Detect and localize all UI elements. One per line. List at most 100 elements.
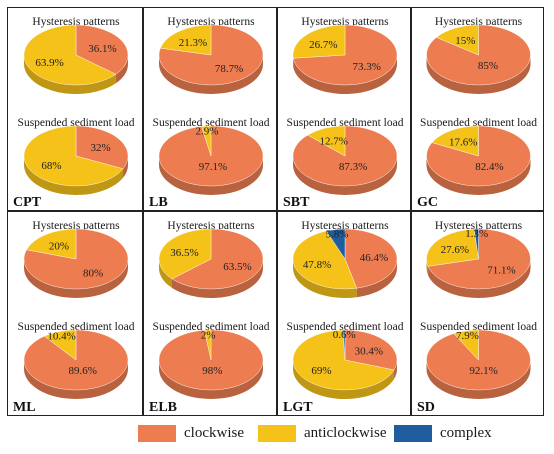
panel-svg-sd: Hysteresis patterns 71.1% 27.6% 1.3% Suspend… — [417, 220, 537, 415]
legend-swatch-clockwise — [138, 424, 176, 442]
pie-gc-bottom-label-anticlockwise: 17.6% — [449, 137, 477, 149]
pie-ml-bottom-label-clockwise: 89.6% — [68, 365, 96, 377]
pie-ml-top-label-anticlockwise: 20% — [49, 240, 69, 252]
legend-item-anticlockwise: anticlockwise — [258, 422, 386, 444]
pie-lgt-top-label-anticlockwise: 47.8% — [303, 259, 331, 271]
panel-svg-lb: Hysteresis patterns 78.7% 21.3% Suspended s… — [149, 16, 270, 210]
pie-elb-top-side-clockwise — [171, 259, 263, 298]
pie-sbt-bottom-label-clockwise: 87.3% — [339, 161, 367, 173]
pie-lb-top-label-clockwise: 78.7% — [215, 63, 243, 75]
pie-lgt-bottom-label-anticlockwise: 69% — [311, 365, 331, 377]
pie-gc-bottom-slice-anticlockwise — [431, 125, 479, 157]
pie-lgt-top-side-clockwise — [356, 259, 397, 298]
pie-lgt-top-slice-clockwise — [344, 228, 398, 289]
pie-sd-top-label-clockwise: 71.1% — [487, 264, 515, 276]
pie-sd-top-label-complex: 1.3% — [465, 228, 488, 240]
pie-gc-top-label-clockwise: 85% — [478, 60, 498, 72]
pie-lgt-top-slice-complex — [326, 228, 346, 260]
site-label: CPT — [13, 195, 42, 210]
panel-sd: Hysteresis patterns 71.1% 27.6% 1.3% Suspend… — [411, 211, 544, 416]
pie-lgt-bottom-slice-anticlockwise — [292, 329, 395, 391]
panel-svg-ml: Hysteresis patterns 80% 20% Suspended sedim… — [13, 220, 135, 415]
pie-sd-top-slice-complex — [474, 228, 479, 260]
pie-lb-top-slice-anticlockwise — [160, 24, 212, 56]
pie-sbt-bottom-slice-clockwise — [292, 125, 398, 187]
pie-cpt-bottom-slice-anticlockwise — [23, 125, 124, 187]
panel-title-bottom: Suspended sediment load — [153, 117, 270, 129]
pie-ml-top-side-clockwise — [24, 259, 128, 298]
site-label: ML — [13, 400, 36, 415]
pie-elb-top-label-clockwise: 63.5% — [223, 261, 251, 273]
panel-cpt: Hysteresis patterns 36.1% 63.9% Suspended s… — [7, 7, 143, 211]
pie-cpt-top-label-anticlockwise: 63.9% — [35, 57, 63, 69]
panel-gc: Hysteresis patterns 85% 15% Suspended sedim… — [411, 7, 544, 211]
pie-lb-top-label-anticlockwise: 21.3% — [179, 37, 207, 49]
pie-lgt-top-label-complex: 5.8% — [325, 229, 348, 241]
panel-svg-cpt: Hysteresis patterns 36.1% 63.9% Suspended s… — [13, 16, 135, 210]
pie-lb-top-slice-clockwise — [158, 24, 264, 86]
pie-sd-top-side-clockwise — [428, 259, 531, 298]
panel-title-top: Hysteresis patterns — [167, 16, 255, 28]
pie-lgt-top-side-anticlockwise — [293, 259, 357, 298]
pie-lgt-bottom-label-complex: 0.6% — [333, 329, 356, 341]
site-label: GC — [417, 195, 438, 210]
pie-lgt-bottom-label-clockwise: 30.4% — [355, 345, 383, 357]
panel-svg-elb: Hysteresis patterns 63.5% 36.5% Suspended s… — [149, 220, 270, 415]
site-label: SBT — [283, 195, 310, 210]
pie-cpt-bottom-side-anticlockwise — [24, 156, 124, 196]
panel-title-bottom: Suspended sediment load — [420, 117, 537, 129]
panel-title-bottom: Suspended sediment load — [18, 321, 135, 333]
panel-title-bottom: Suspended sediment load — [153, 321, 270, 333]
pie-sbt-bottom-label-anticlockwise: 12.7% — [319, 136, 347, 148]
legend-item-clockwise: clockwise — [138, 422, 244, 444]
pie-sd-bottom-label-anticlockwise: 7.9% — [456, 330, 479, 342]
pie-lb-bottom-label-anticlockwise: 2.9% — [195, 125, 218, 137]
pie-sd-top-slice-anticlockwise — [426, 228, 479, 267]
pie-lb-bottom-label-clockwise: 97.1% — [199, 161, 227, 173]
legend-label-anticlockwise: anticlockwise — [304, 424, 387, 441]
legend-swatch-anticlockwise — [258, 424, 296, 442]
pie-cpt-top-side-anticlockwise — [24, 55, 116, 94]
panel-elb: Hysteresis patterns 63.5% 36.5% Suspended s… — [143, 211, 277, 416]
pie-cpt-bottom-side-clockwise — [123, 156, 128, 178]
pie-cpt-bottom-label-clockwise: 32% — [91, 142, 111, 154]
pie-cpt-top-slice-anticlockwise — [23, 24, 117, 86]
pie-sd-bottom-slice-anticlockwise — [453, 329, 479, 361]
panel-svg-lgt: Hysteresis patterns 46.4% 47.8% 5.8% Suspend… — [283, 220, 404, 415]
legend-swatch-complex — [394, 424, 432, 442]
panel-ml: Hysteresis patterns 80% 20% Suspended sedim… — [7, 211, 143, 416]
pie-sbt-top-slice-anticlockwise — [292, 24, 346, 59]
pie-sd-top-label-anticlockwise: 27.6% — [441, 244, 469, 256]
panel-sbt: Hysteresis patterns 73.3% 26.7% Suspended s… — [277, 7, 411, 211]
pie-sd-bottom-label-clockwise: 92.1% — [469, 365, 497, 377]
panel-title-bottom: Suspended sediment load — [287, 117, 404, 129]
panel-lb: Hysteresis patterns 78.7% 21.3% Suspended s… — [143, 7, 277, 211]
pie-lb-top-side-clockwise — [159, 55, 263, 94]
panel-title-top: Hysteresis patterns — [301, 16, 389, 28]
legend-label-clockwise: clockwise — [184, 424, 244, 441]
panel-title-top: Hysteresis patterns — [32, 220, 120, 232]
pie-gc-top-label-anticlockwise: 15% — [455, 35, 475, 47]
pie-ml-bottom-slice-anticlockwise — [43, 329, 77, 361]
site-label: LB — [149, 195, 168, 210]
panel-title-top: Hysteresis patterns — [435, 16, 523, 28]
pie-lgt-bottom-slice-clockwise — [344, 329, 398, 371]
pie-sbt-top-label-clockwise: 73.3% — [352, 61, 380, 73]
pie-sd-bottom-side-clockwise — [426, 360, 531, 399]
legend-label-complex: complex — [440, 424, 492, 441]
pie-lgt-top-label-clockwise: 46.4% — [360, 252, 388, 264]
site-label: SD — [417, 400, 435, 415]
pie-elb-bottom-label-anticlockwise: 2% — [201, 329, 216, 341]
panel-svg-sbt: Hysteresis patterns 73.3% 26.7% Suspended s… — [283, 16, 404, 210]
pie-cpt-top-slice-clockwise — [75, 24, 129, 75]
pie-gc-top-slice-anticlockwise — [436, 24, 479, 56]
legend: clockwise anticlockwise complex — [0, 422, 554, 444]
pie-cpt-bottom-slice-clockwise — [75, 125, 129, 170]
pie-elb-top-side-anticlockwise — [159, 259, 172, 288]
pie-ml-bottom-side-clockwise — [24, 360, 128, 399]
pie-gc-bottom-slice-clockwise — [426, 125, 531, 187]
panel-title-bottom: Suspended sediment load — [287, 321, 404, 333]
pie-gc-top-side-clockwise — [426, 55, 531, 94]
pie-elb-bottom-slice-anticlockwise — [204, 329, 212, 361]
